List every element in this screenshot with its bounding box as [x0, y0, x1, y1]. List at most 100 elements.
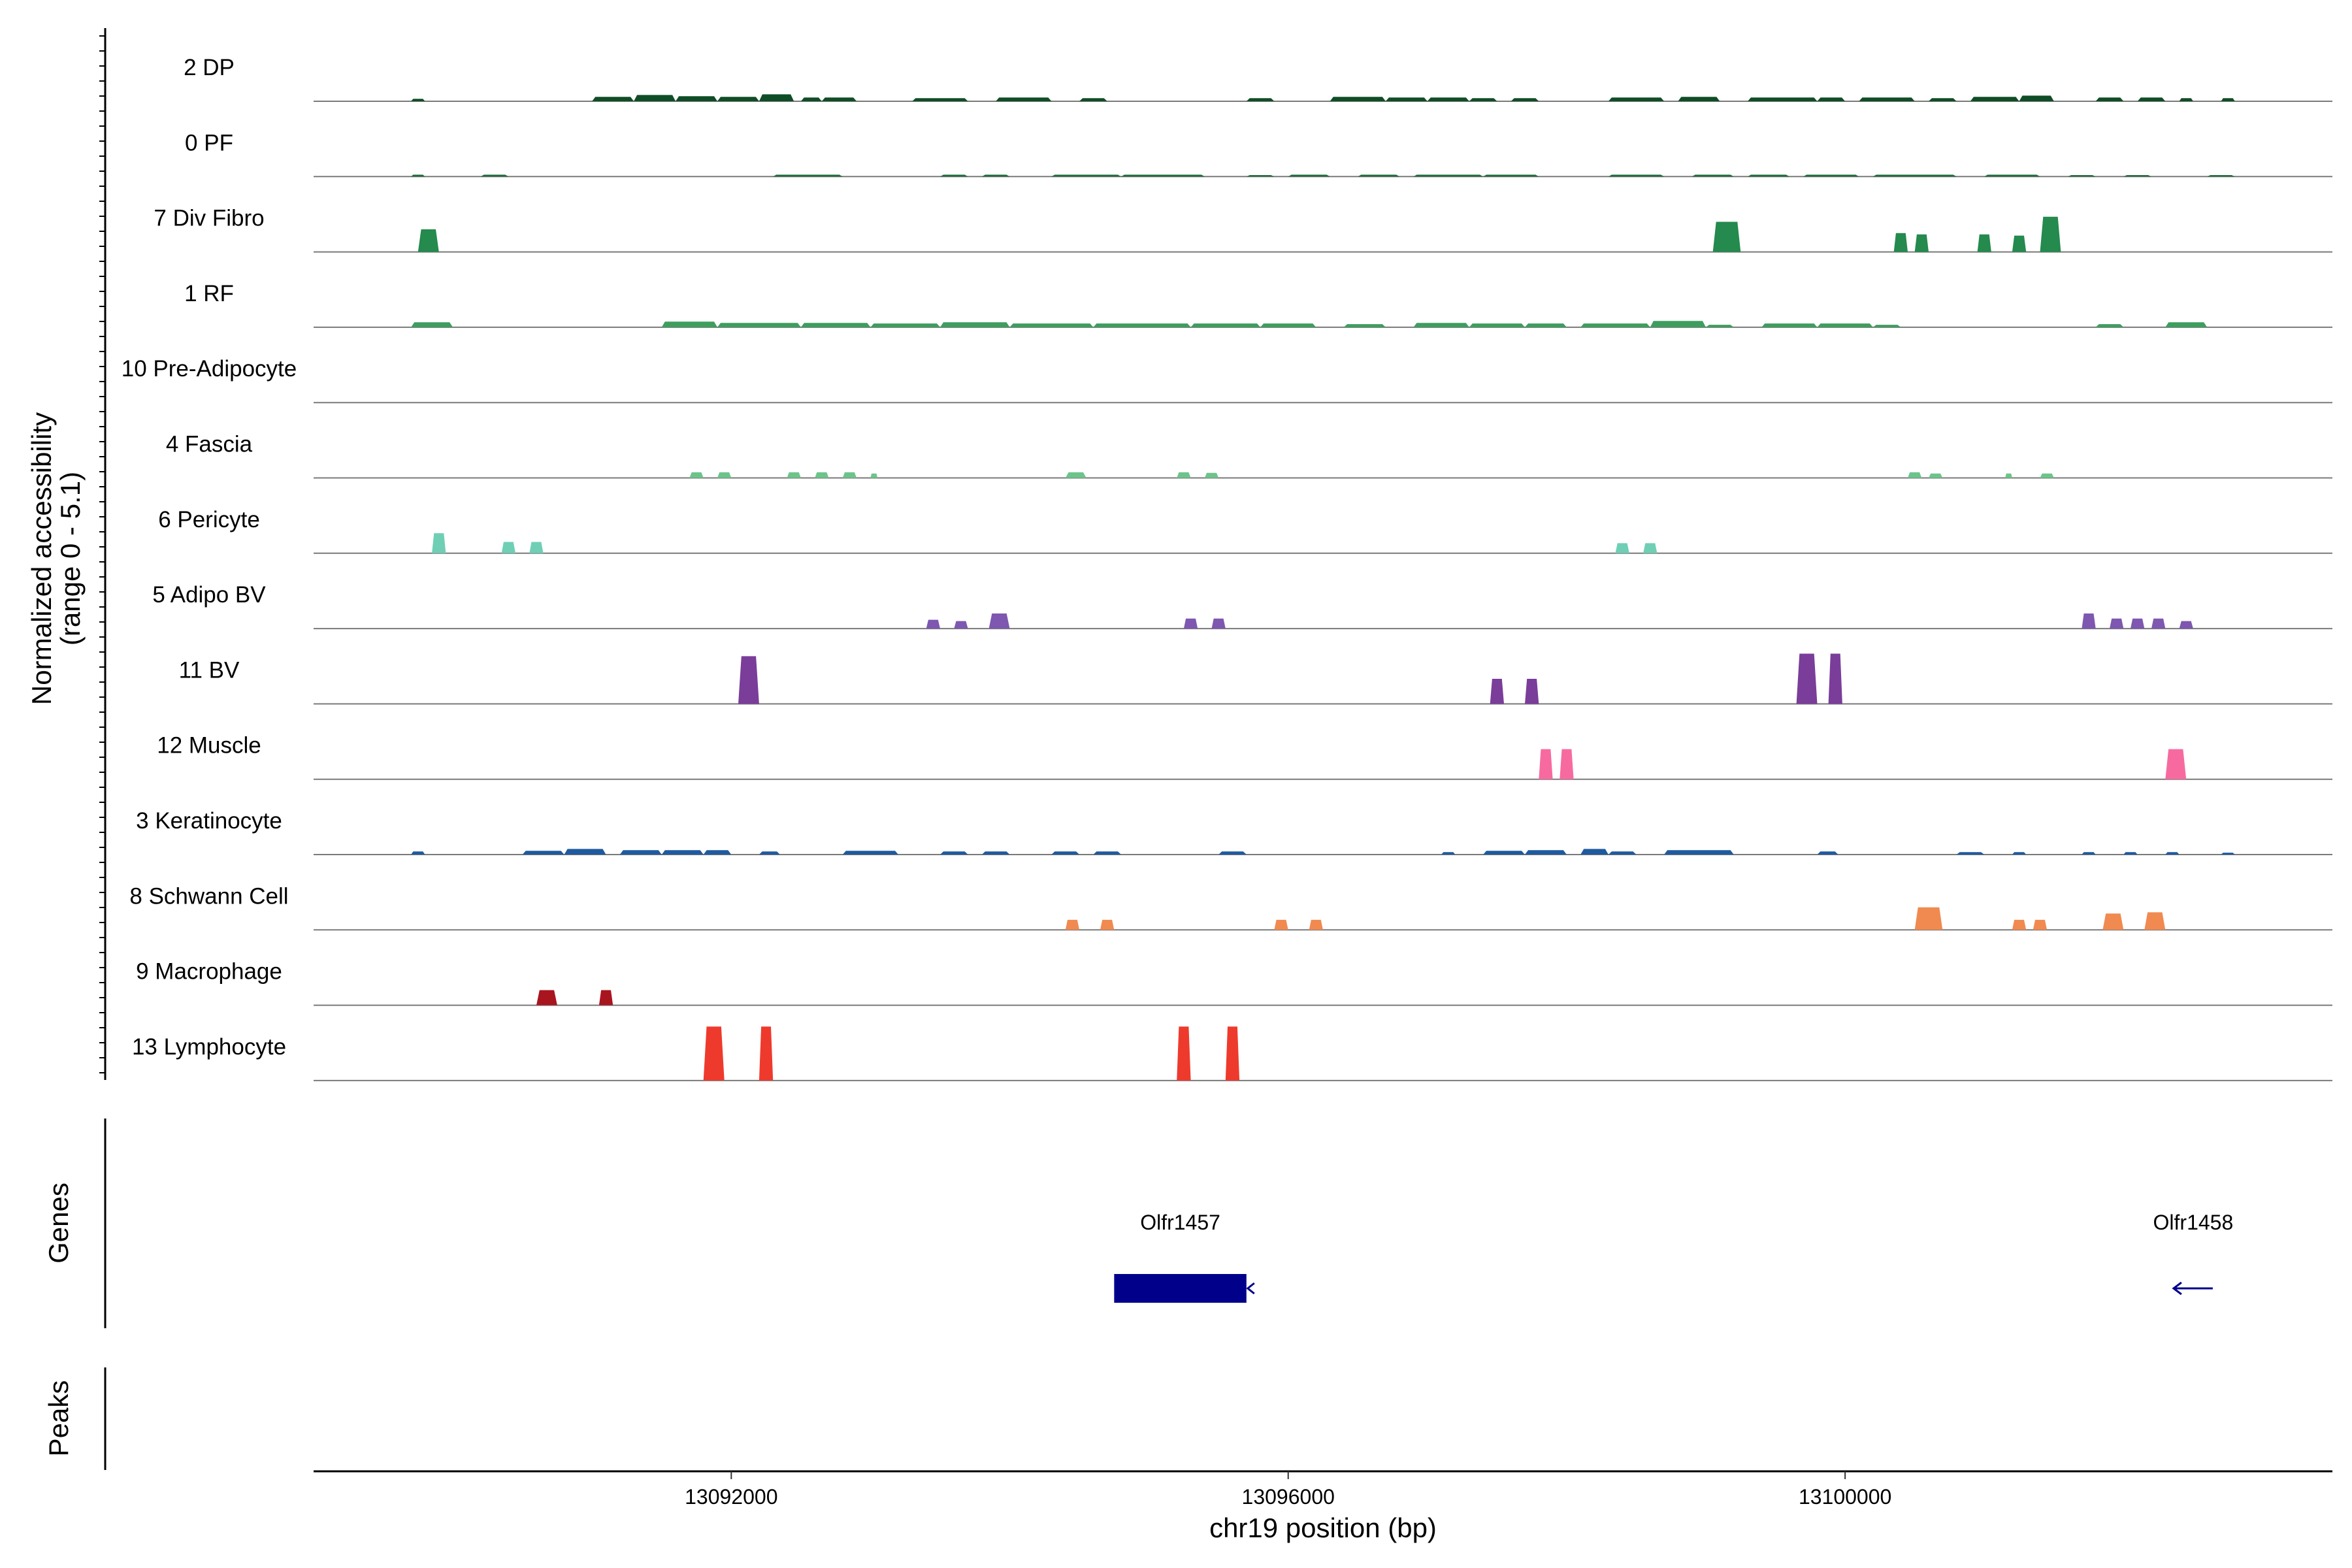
accessibility-peak: [1413, 174, 1484, 177]
accessibility-peak: [661, 850, 704, 855]
accessibility-peak: [1761, 323, 1818, 327]
accessibility-peak: [703, 850, 732, 855]
accessibility-peak: [1817, 97, 1846, 101]
peaks-panel: Peaks: [43, 1367, 106, 1470]
genes-panel: Genes Olfr1457 Olfr1458: [43, 1119, 2233, 1328]
accessibility-peak: [2221, 853, 2235, 855]
accessibility-peak: [1914, 234, 1929, 252]
accessibility-peak: [1218, 851, 1247, 855]
accessibility-peak: [1608, 97, 1665, 101]
accessibility-peak: [676, 96, 717, 101]
accessibility-peak: [2165, 852, 2180, 855]
accessibility-peak: [1093, 323, 1191, 327]
accessibility-peak: [996, 97, 1052, 101]
accessibility-peak: [2040, 216, 2061, 252]
accessibility-peak: [1079, 98, 1107, 101]
accessibility-peak: [940, 851, 968, 855]
accessibility-peak: [1608, 174, 1665, 177]
accessibility-peak: [1246, 98, 1275, 101]
accessibility-peak: [1427, 97, 1469, 101]
accessibility-peak: [981, 851, 1010, 855]
gene-strand-arrow: [2172, 1281, 2182, 1296]
accessibility-peak: [1246, 175, 1275, 177]
accessibility-peak: [787, 472, 801, 478]
accessibility-peak: [1121, 174, 1205, 177]
accessibility-peak: [1051, 851, 1080, 855]
accessibility-peak: [480, 174, 509, 177]
accessibility-peak: [592, 97, 634, 101]
accessibility-peak: [988, 613, 1010, 629]
accessibility-peak: [2151, 618, 2166, 629]
accessibility-peak: [2012, 919, 2027, 930]
accessibility-peak: [1539, 749, 1553, 779]
accessibility-peak: [1796, 653, 1818, 704]
track-label: 5 Adipo BV: [152, 582, 266, 608]
accessibility-peak: [1009, 323, 1094, 327]
accessibility-peak: [1211, 618, 1226, 629]
accessibility-peak: [529, 542, 544, 553]
track-label: 6 Pericyte: [158, 507, 260, 532]
accessibility-peak: [2095, 97, 2124, 101]
accessibility-peak: [417, 229, 439, 252]
accessibility-peak: [1344, 324, 1386, 327]
track-label: 0 PF: [185, 130, 233, 155]
accessibility-peak: [1608, 851, 1637, 855]
accessibility-peak: [411, 99, 425, 101]
accessibility-peak: [1190, 323, 1261, 327]
track-label: 8 Schwann Cell: [129, 883, 288, 909]
accessibility-peak: [2110, 618, 2124, 629]
accessibility-peak: [598, 990, 613, 1005]
accessibility-peak: [1977, 234, 1991, 252]
accessibility-peak: [1803, 174, 1859, 177]
accessibility-peak: [2207, 175, 2235, 177]
y-axis-title-line2: (range 0 - 5.1): [55, 472, 86, 645]
accessibility-peak: [1914, 907, 1943, 930]
accessibility-peak: [1525, 323, 1567, 327]
accessibility-peak: [1929, 473, 1943, 478]
accessibility-peak: [2033, 919, 2048, 930]
gene-label: Olfr1457: [1140, 1211, 1220, 1234]
accessibility-peak: [2012, 852, 2027, 855]
genes-panel-label: Genes: [43, 1183, 74, 1264]
track-label: 7 Div Fibro: [154, 206, 264, 231]
accessibility-peak: [1093, 851, 1121, 855]
accessibility-peak: [2095, 324, 2124, 327]
accessibility-peak: [1828, 653, 1842, 704]
accessibility-peak: [1817, 323, 1873, 327]
accessibility-peak: [870, 323, 940, 327]
accessibility-peak: [1643, 543, 1658, 553]
accessibility-peak: [1441, 852, 1456, 855]
accessibility-peak: [1065, 919, 1080, 930]
accessibility-peak: [1483, 851, 1525, 855]
accessibility-peak: [1274, 919, 1288, 930]
accessibility-peak: [717, 97, 759, 101]
accessibility-peak: [800, 323, 871, 327]
accessibility-peak: [759, 1026, 774, 1081]
accessibility-peak: [1204, 472, 1219, 478]
accessibility-peak: [954, 621, 968, 629]
accessibility-peak: [1100, 919, 1115, 930]
accessibility-peak: [1872, 325, 1901, 327]
accessibility-peak: [2005, 473, 2012, 478]
accessibility-peak: [815, 472, 829, 478]
accessibility-peak: [1490, 679, 1504, 704]
accessibility-peak: [1260, 323, 1316, 327]
accessibility-peak: [773, 174, 843, 177]
accessibility-peak: [1177, 1026, 1191, 1081]
accessibility-peak: [703, 1026, 725, 1081]
track-label: 3 Keratinocyte: [136, 808, 282, 834]
accessibility-peak: [1511, 98, 1539, 101]
accessibility-peak: [1469, 98, 1497, 101]
accessibility-peak: [432, 533, 446, 553]
accessibility-peak: [1580, 323, 1650, 327]
accessibility-peak: [759, 851, 780, 855]
accessibility-peak: [536, 990, 557, 1005]
accessibility-peak: [411, 322, 453, 327]
accessibility-peak: [1615, 543, 1629, 553]
accessibility-peak: [2068, 175, 2096, 177]
accessibility-peak: [564, 849, 606, 855]
accessibility-peak: [1177, 472, 1191, 478]
accessibility-peak: [2040, 473, 2054, 478]
accessibility-peak: [2123, 852, 2138, 855]
